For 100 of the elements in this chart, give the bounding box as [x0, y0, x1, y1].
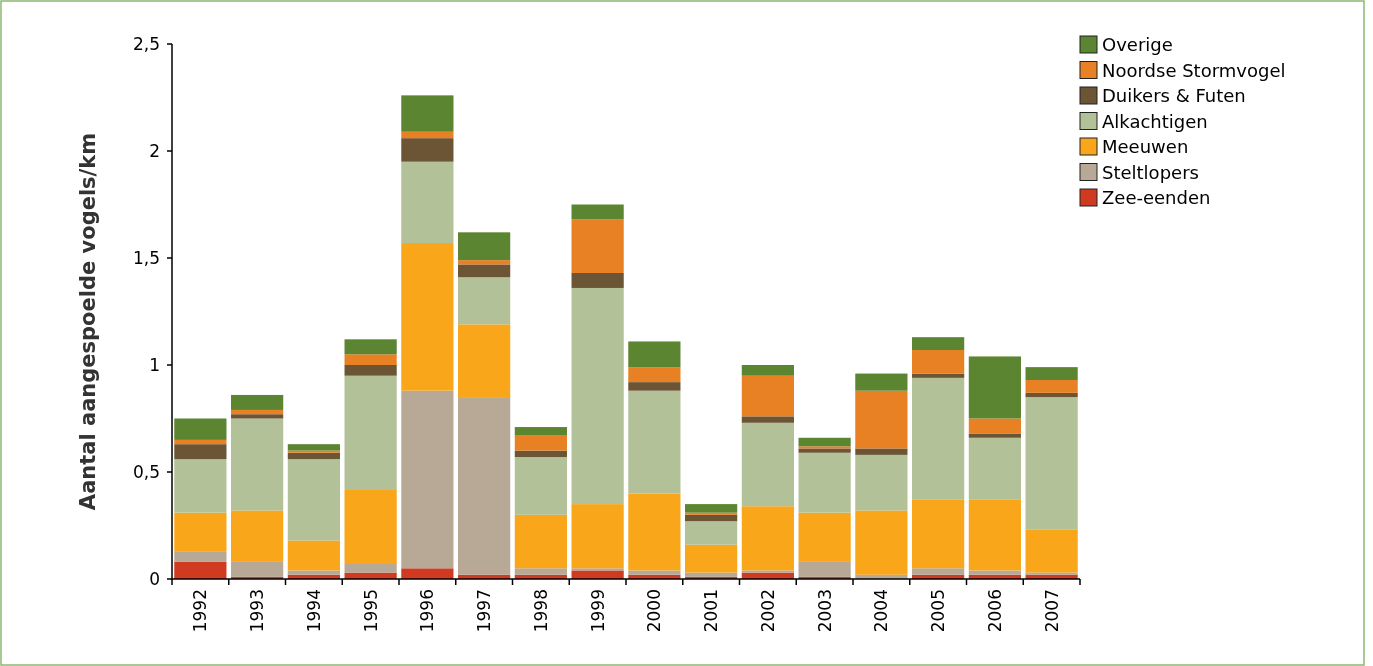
bar: [174, 418, 227, 440]
bar: [685, 544, 738, 573]
x-tick-label: 1995: [360, 589, 381, 633]
bar: [1025, 572, 1078, 575]
y-tick-label: 1,5: [132, 247, 160, 268]
bar: [401, 131, 454, 139]
bar: [855, 448, 908, 455]
bar: [514, 427, 567, 436]
x-tick-label: 2003: [814, 589, 835, 633]
bar: [571, 287, 624, 505]
bar: [174, 459, 227, 513]
bar: [741, 422, 794, 507]
bar: [401, 568, 454, 579]
bar: [741, 506, 794, 571]
bar: [968, 437, 1021, 500]
bar: [174, 512, 227, 552]
bar: [231, 394, 284, 410]
bar: [287, 450, 340, 453]
bar: [968, 433, 1021, 438]
x-tick-label: 2002: [757, 589, 778, 633]
bar: [571, 272, 624, 288]
bar: [344, 365, 397, 376]
bar: [912, 377, 965, 500]
bar: [571, 570, 624, 579]
bar: [458, 264, 511, 278]
bar: [968, 356, 1021, 419]
bar: [174, 561, 227, 579]
bar: [968, 418, 1021, 434]
bar: [287, 570, 340, 575]
bar: [1025, 367, 1078, 380]
x-tick-label: 1993: [247, 589, 268, 633]
bar: [344, 354, 397, 365]
bar: [571, 568, 624, 571]
bar: [458, 277, 511, 325]
bar: [514, 457, 567, 515]
bar: [855, 390, 908, 449]
bar: [685, 521, 738, 545]
bar: [231, 414, 284, 419]
bar: [231, 409, 284, 415]
x-tick-label: 2004: [871, 589, 892, 633]
bar: [798, 452, 851, 513]
bar: [855, 454, 908, 511]
bar: [344, 375, 397, 490]
bar: [344, 339, 397, 355]
bar: [174, 444, 227, 460]
legend-label: Duikers & Futen: [1102, 85, 1246, 107]
legend-label: Meeuwen: [1102, 136, 1189, 158]
bar: [458, 324, 511, 398]
bar: [912, 350, 965, 374]
bar: [798, 448, 851, 453]
bar: [628, 382, 681, 391]
bar: [401, 138, 454, 162]
bar: [798, 561, 851, 577]
y-tick-label: 2,5: [132, 33, 160, 54]
bar: [401, 95, 454, 132]
bar: [1025, 397, 1078, 530]
bar: [628, 341, 681, 368]
bar: [458, 397, 511, 575]
bar: [741, 570, 794, 573]
x-tick-label: 2006: [984, 589, 1005, 633]
y-tick-label: 2: [149, 140, 160, 161]
bar: [798, 446, 851, 449]
x-tick-label: 2000: [644, 589, 665, 633]
bar: [571, 204, 624, 220]
x-tick-label: 1998: [530, 589, 551, 633]
bar: [174, 439, 227, 445]
bar: [628, 570, 681, 575]
bar: [401, 243, 454, 391]
bar: [571, 504, 624, 569]
bar: [798, 437, 851, 447]
bar: [628, 390, 681, 494]
bar: [1025, 379, 1078, 393]
bar: [1025, 392, 1078, 398]
bar: [912, 337, 965, 351]
legend-label: Noordse Stormvogel: [1102, 59, 1286, 81]
x-tick-label: 2007: [1041, 589, 1062, 633]
bar: [514, 514, 567, 569]
bar: [912, 373, 965, 378]
bar: [628, 367, 681, 383]
x-tick-label: 1992: [190, 589, 211, 633]
x-tick-label: 1999: [587, 589, 608, 633]
bar: [401, 390, 454, 569]
bar: [514, 435, 567, 451]
bar: [685, 504, 738, 513]
bar: [287, 459, 340, 541]
bar: [344, 489, 397, 565]
bar: [912, 499, 965, 569]
y-tick-label: 0,5: [132, 461, 160, 482]
bar: [968, 499, 1021, 571]
bar: [741, 416, 794, 423]
bar: [287, 452, 340, 460]
bar: [514, 568, 567, 575]
bar: [968, 570, 1021, 575]
bar: [685, 512, 738, 515]
bar: [741, 375, 794, 417]
bar: [174, 551, 227, 562]
bar: [685, 514, 738, 522]
x-tick-label: 1994: [303, 589, 324, 633]
legend-label: Steltlopers: [1102, 161, 1199, 183]
bar: [231, 561, 284, 577]
